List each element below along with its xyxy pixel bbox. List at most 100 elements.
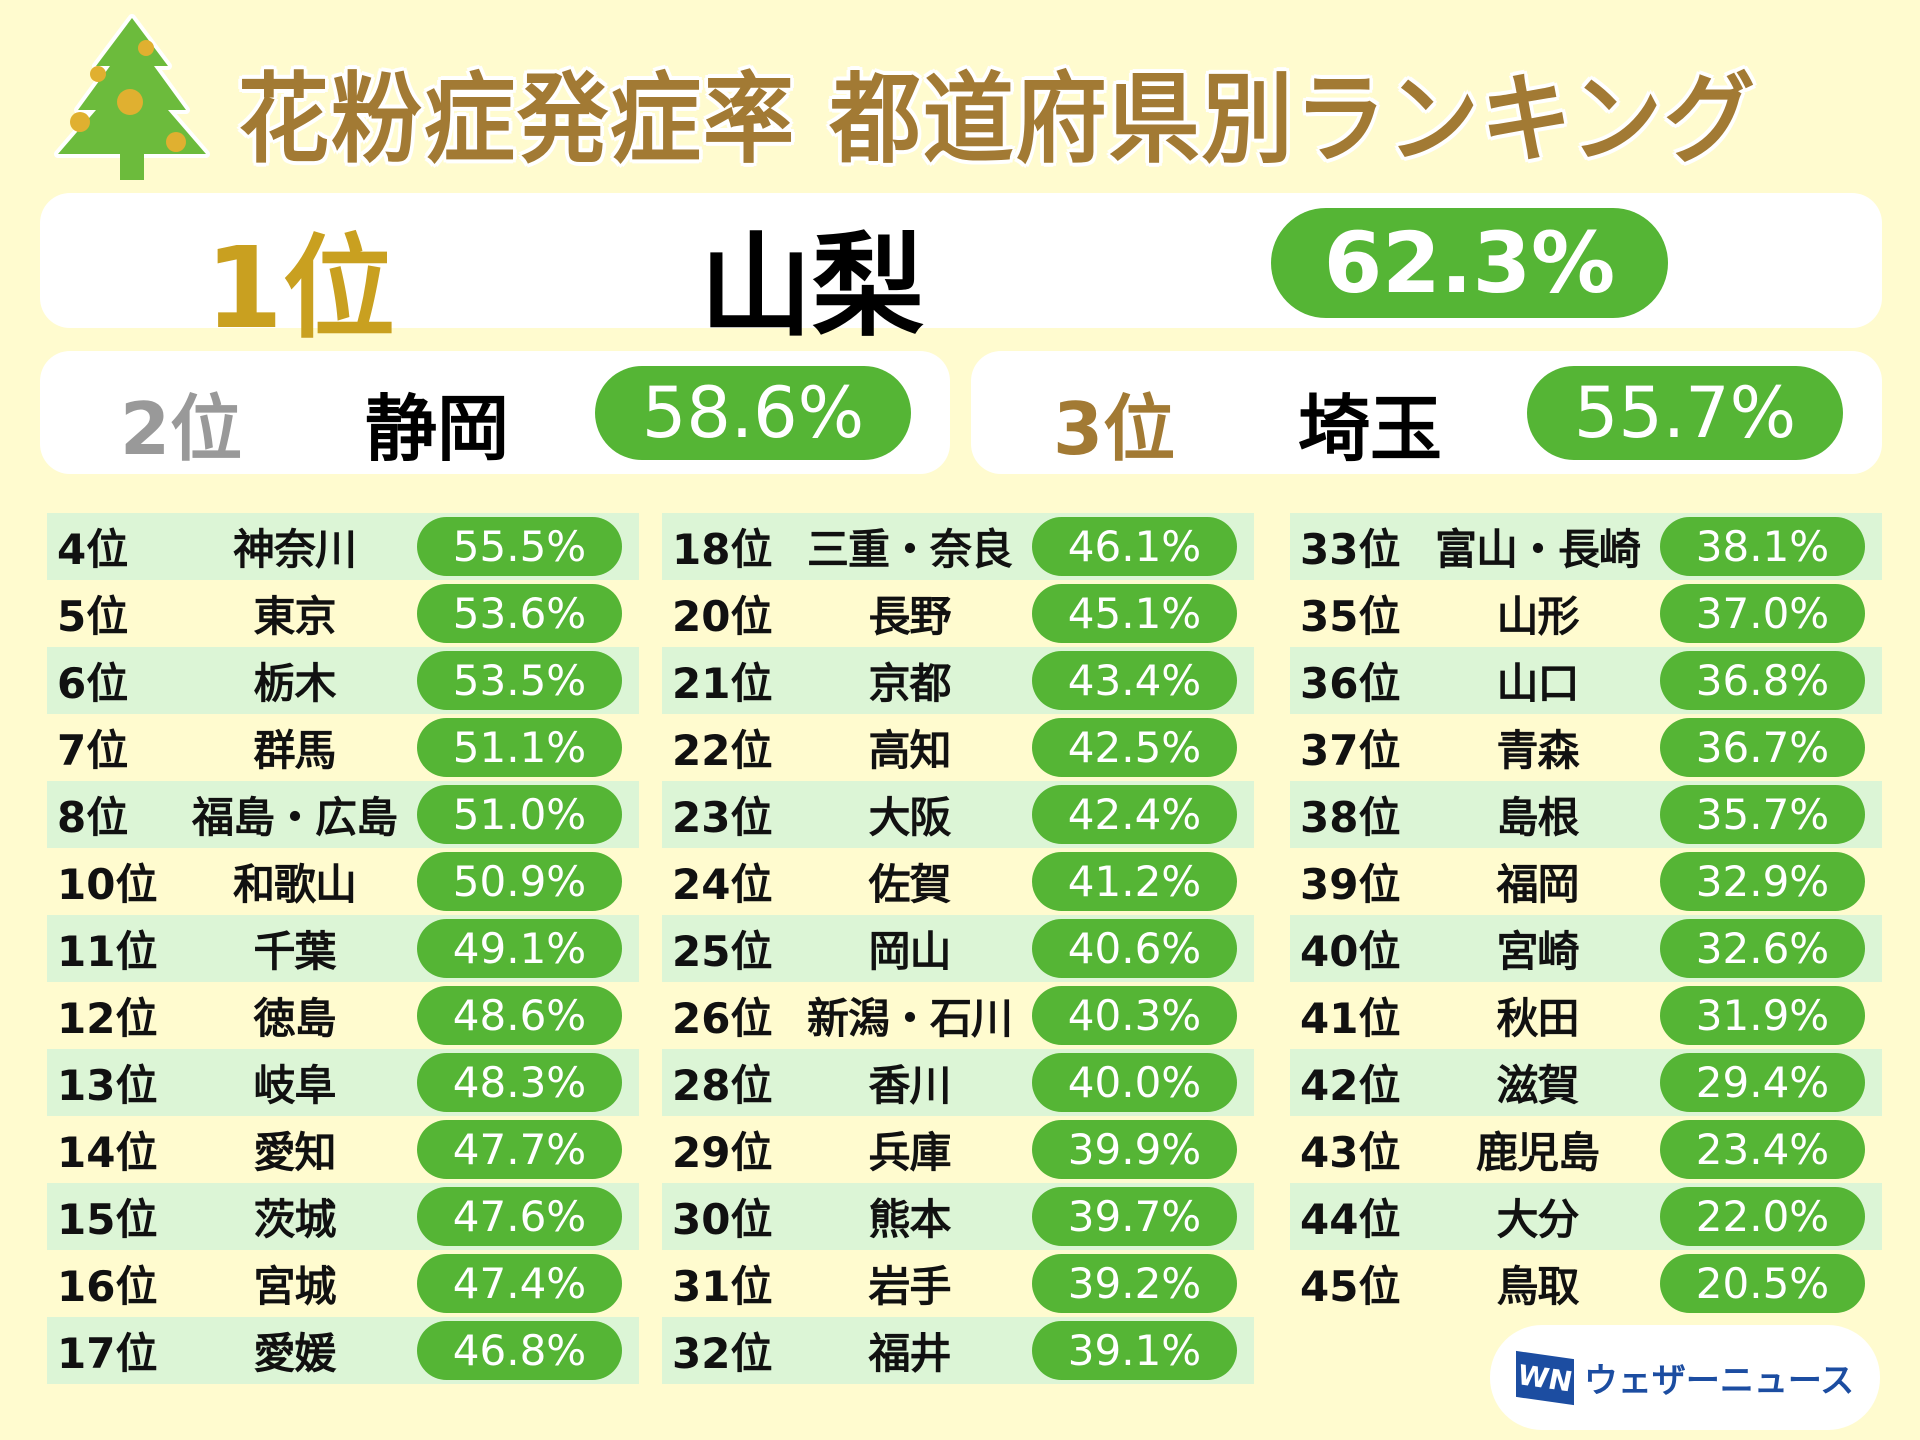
table-row: 24位 佐賀 41.2% xyxy=(662,848,1254,915)
prefecture-name: 福井 xyxy=(868,1329,951,1378)
prefecture-name: 宮崎 xyxy=(1496,927,1579,976)
table-row: 23位 大阪 42.4% xyxy=(662,781,1254,848)
table-row: 18位 三重・奈良 46.1% xyxy=(662,513,1254,580)
prefecture-name: 岐阜 xyxy=(253,1061,336,1110)
rank-label: 8位 xyxy=(57,793,129,842)
rate-value: 51.1% xyxy=(417,718,622,777)
rate-value: 51.0% xyxy=(417,785,622,844)
prefecture-name: 茨城 xyxy=(253,1195,336,1244)
rank-label: 45位 xyxy=(1300,1262,1401,1311)
prefecture-name: 高知 xyxy=(868,726,951,775)
rank-label: 11位 xyxy=(57,927,158,976)
rank-label: 43位 xyxy=(1300,1128,1401,1177)
table-row: 28位 香川 40.0% xyxy=(662,1049,1254,1116)
rank-2-value: 58.6% xyxy=(595,366,911,460)
rank-label: 18位 xyxy=(672,525,773,574)
rate-value: 42.5% xyxy=(1032,718,1237,777)
table-row: 35位 山形 37.0% xyxy=(1290,580,1882,647)
rank-label: 16位 xyxy=(57,1262,158,1311)
rank-label: 29位 xyxy=(672,1128,773,1177)
prefecture-name: 京都 xyxy=(868,659,951,708)
table-row: 10位 和歌山 50.9% xyxy=(47,848,639,915)
prefecture-name: 滋賀 xyxy=(1496,1061,1579,1110)
rate-value: 48.3% xyxy=(417,1053,622,1112)
rank-label: 41位 xyxy=(1300,994,1401,1043)
rate-value: 49.1% xyxy=(417,919,622,978)
prefecture-name: 徳島 xyxy=(253,994,336,1043)
rank-label: 20位 xyxy=(672,592,773,641)
prefecture-name: 佐賀 xyxy=(868,860,951,909)
rate-value: 55.5% xyxy=(417,517,622,576)
table-row: 5位 東京 53.6% xyxy=(47,580,639,647)
rank-label: 37位 xyxy=(1300,726,1401,775)
table-row: 7位 群馬 51.1% xyxy=(47,714,639,781)
rank-label: 15位 xyxy=(57,1195,158,1244)
table-row: 30位 熊本 39.7% xyxy=(662,1183,1254,1250)
rate-value: 36.7% xyxy=(1660,718,1865,777)
ranking-column-1: 4位 神奈川 55.5% 5位 東京 53.6% 6位 栃木 53.5% 7位 群馬 51.1% 8位 福… xyxy=(47,513,639,1384)
rate-value: 40.6% xyxy=(1032,919,1237,978)
rank-label: 5位 xyxy=(57,592,129,641)
rate-value: 39.9% xyxy=(1032,1120,1237,1179)
rank-label: 4位 xyxy=(57,525,129,574)
rank-label: 31位 xyxy=(672,1262,773,1311)
prefecture-name: 鳥取 xyxy=(1496,1262,1579,1311)
table-row: 37位 青森 36.7% xyxy=(1290,714,1882,781)
prefecture-name: 群馬 xyxy=(253,726,336,775)
rate-value: 53.5% xyxy=(417,651,622,710)
rank-label: 32位 xyxy=(672,1329,773,1378)
rank-1-name: 山梨 xyxy=(700,222,924,352)
rate-value: 42.4% xyxy=(1032,785,1237,844)
prefecture-name: 島根 xyxy=(1496,793,1579,842)
rank-label: 30位 xyxy=(672,1195,773,1244)
prefecture-name: 三重・奈良 xyxy=(806,525,1013,574)
table-row: 38位 島根 35.7% xyxy=(1290,781,1882,848)
rate-value: 32.6% xyxy=(1660,919,1865,978)
rank-label: 22位 xyxy=(672,726,773,775)
prefecture-name: 岩手 xyxy=(868,1262,951,1311)
rank-2-name: 静岡 xyxy=(365,387,510,471)
rate-value: 47.4% xyxy=(417,1254,622,1313)
prefecture-name: 長野 xyxy=(868,592,951,641)
table-row: 40位 宮崎 32.6% xyxy=(1290,915,1882,982)
rate-value: 35.7% xyxy=(1660,785,1865,844)
table-row: 25位 岡山 40.6% xyxy=(662,915,1254,982)
rank-label: 39位 xyxy=(1300,860,1401,909)
logo-text: ウェザーニュース xyxy=(1583,1361,1855,1401)
rate-value: 46.8% xyxy=(417,1321,622,1380)
table-row: 29位 兵庫 39.9% xyxy=(662,1116,1254,1183)
rank-label: 25位 xyxy=(672,927,773,976)
rank-label: 28位 xyxy=(672,1061,773,1110)
rate-value: 47.7% xyxy=(417,1120,622,1179)
rank-1-value: 62.3% xyxy=(1271,208,1668,318)
rate-value: 20.5% xyxy=(1660,1254,1865,1313)
rate-value: 32.9% xyxy=(1660,852,1865,911)
rank-label: 21位 xyxy=(672,659,773,708)
table-row: 44位 大分 22.0% xyxy=(1290,1183,1882,1250)
prefecture-name: 和歌山 xyxy=(232,860,357,909)
page-title: 花粉症発症率 都道府県別ランキング xyxy=(238,63,1757,177)
table-row: 20位 長野 45.1% xyxy=(662,580,1254,647)
rank-label: 42位 xyxy=(1300,1061,1401,1110)
table-row: 17位 愛媛 46.8% xyxy=(47,1317,639,1384)
rate-value: 39.7% xyxy=(1032,1187,1237,1246)
rank-label: 10位 xyxy=(57,860,158,909)
table-row: 4位 神奈川 55.5% xyxy=(47,513,639,580)
rank-label: 26位 xyxy=(672,994,773,1043)
rate-value: 39.1% xyxy=(1032,1321,1237,1380)
wn-logo-mark: WN xyxy=(1515,1350,1574,1405)
rate-value: 36.8% xyxy=(1660,651,1865,710)
table-row: 45位 鳥取 20.5% xyxy=(1290,1250,1882,1317)
prefecture-name: 千葉 xyxy=(253,927,336,976)
table-row: 13位 岐阜 48.3% xyxy=(47,1049,639,1116)
prefecture-name: 山形 xyxy=(1496,592,1579,641)
prefecture-name: 宮城 xyxy=(253,1262,336,1311)
rank-label: 7位 xyxy=(57,726,129,775)
rate-value: 29.4% xyxy=(1660,1053,1865,1112)
rank-label: 44位 xyxy=(1300,1195,1401,1244)
rate-value: 22.0% xyxy=(1660,1187,1865,1246)
table-row: 16位 宮城 47.4% xyxy=(47,1250,639,1317)
table-row: 42位 滋賀 29.4% xyxy=(1290,1049,1882,1116)
rate-value: 39.2% xyxy=(1032,1254,1237,1313)
rank-label: 6位 xyxy=(57,659,129,708)
